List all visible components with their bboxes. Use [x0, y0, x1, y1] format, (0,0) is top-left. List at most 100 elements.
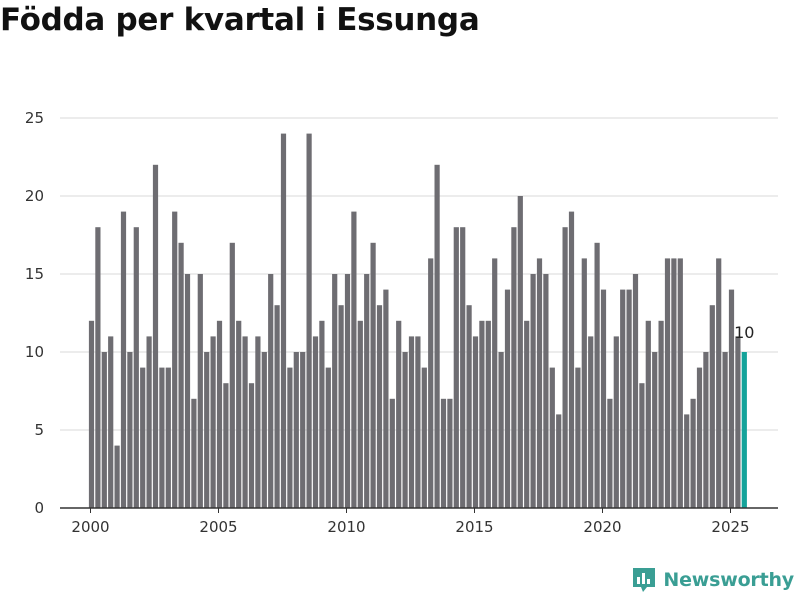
bar	[543, 274, 549, 508]
bar	[709, 305, 715, 508]
bar	[722, 352, 728, 508]
bar	[421, 367, 427, 508]
bar	[229, 242, 235, 509]
y-tick-label: 25	[25, 109, 44, 127]
bar	[191, 398, 197, 508]
bar	[255, 336, 261, 508]
bar	[575, 367, 581, 508]
bar	[671, 258, 677, 508]
bar	[268, 274, 274, 508]
bar	[536, 258, 543, 508]
bar	[300, 352, 306, 508]
y-tick-label: 0	[34, 499, 44, 517]
bar	[479, 320, 485, 508]
bar	[588, 336, 594, 508]
bar	[172, 211, 178, 508]
newsworthy-logo-icon	[633, 568, 656, 592]
bar	[690, 398, 696, 508]
bar	[562, 227, 568, 508]
bar	[498, 352, 504, 508]
bar	[485, 320, 491, 508]
bar	[594, 242, 600, 509]
bar	[716, 258, 722, 508]
bar	[197, 274, 203, 508]
bar	[338, 305, 344, 508]
bar	[613, 336, 619, 508]
bar	[639, 383, 645, 508]
bar	[549, 367, 555, 508]
bar	[332, 274, 338, 508]
bar	[396, 320, 402, 508]
bar	[204, 352, 210, 508]
bar	[728, 289, 735, 508]
bar	[383, 289, 389, 508]
bar	[242, 336, 248, 508]
bar	[108, 336, 114, 508]
y-tick-label: 5	[34, 421, 44, 439]
bar	[114, 445, 120, 508]
bar	[306, 133, 312, 508]
bar	[626, 289, 632, 508]
bar	[293, 352, 299, 508]
bar	[447, 398, 453, 508]
annotations: 10	[734, 323, 754, 342]
bar	[140, 367, 146, 508]
bar	[325, 367, 331, 508]
x-axis: 2000 2005 2010 2015 2020 2025	[60, 507, 778, 536]
y-tick-label: 20	[25, 187, 44, 205]
y-tick-label: 15	[25, 265, 44, 283]
y-tick-label: 10	[25, 343, 44, 361]
bar	[434, 164, 440, 509]
bar	[415, 336, 421, 508]
bar	[677, 258, 683, 508]
bar	[472, 336, 479, 508]
bar	[216, 320, 223, 508]
bar	[236, 320, 242, 508]
bar	[600, 289, 607, 508]
bar	[645, 320, 651, 508]
chart-title: Födda per kvartal i Essunga	[0, 2, 480, 38]
bar	[159, 367, 165, 508]
bars	[88, 133, 747, 509]
bar	[357, 320, 363, 508]
bar	[184, 274, 191, 508]
bar	[248, 383, 255, 508]
x-tick-label: 2025	[711, 518, 749, 536]
bar	[408, 336, 415, 508]
bar	[684, 414, 690, 508]
bar	[210, 336, 216, 508]
bar	[511, 227, 517, 508]
bar	[492, 258, 498, 508]
bar	[460, 227, 466, 508]
brand-name: Newsworthy	[663, 569, 794, 591]
bar	[524, 320, 530, 508]
bar	[453, 227, 459, 508]
bar	[287, 367, 293, 508]
bar	[152, 164, 159, 509]
y-axis-labels: 0 5 10 15 20 25	[25, 109, 44, 517]
bar	[261, 352, 267, 508]
bar	[370, 242, 376, 509]
bar	[696, 367, 703, 508]
brand-logo: Newsworthy	[631, 566, 794, 594]
bar	[178, 242, 184, 509]
bar	[319, 320, 325, 508]
bar	[133, 227, 139, 508]
bar-highlight	[741, 352, 747, 508]
bar	[88, 320, 95, 508]
bar	[632, 274, 639, 508]
bar	[517, 196, 523, 508]
bar	[658, 320, 664, 508]
bar	[95, 227, 101, 508]
x-tick-label: 2020	[583, 518, 621, 536]
bar	[504, 289, 511, 508]
bar	[556, 414, 562, 508]
bar	[440, 398, 447, 508]
x-tick-label: 2015	[455, 518, 493, 536]
x-tick-label: 2000	[71, 518, 109, 536]
bar	[364, 274, 370, 508]
bar	[165, 367, 171, 508]
bar	[146, 336, 152, 508]
bar	[568, 211, 575, 508]
